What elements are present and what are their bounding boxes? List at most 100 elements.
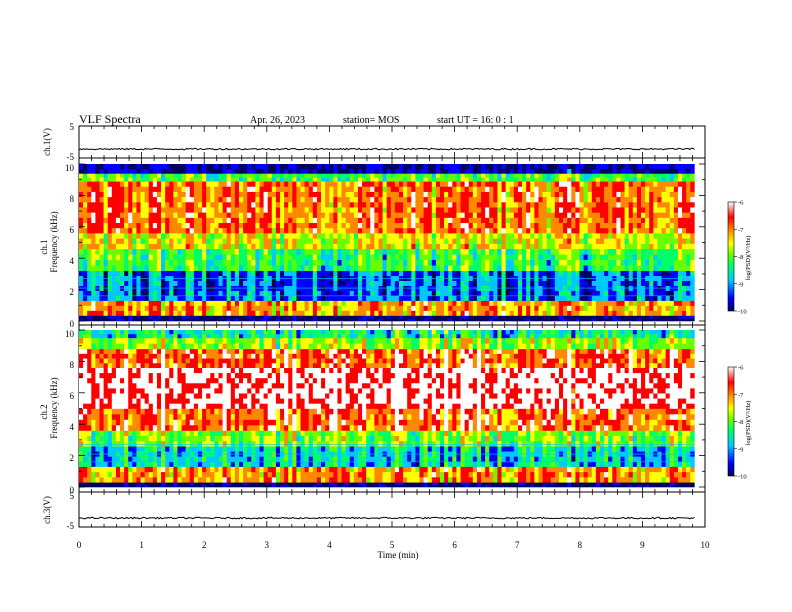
ch1-spectrogram-cell: [193, 290, 199, 296]
ch1-spectrogram-cell: [193, 310, 199, 316]
ch1-spectrogram-cell: [509, 168, 515, 174]
ch1-spectrogram-cell: [156, 300, 162, 306]
ch1-spectrogram-cell: [206, 305, 211, 311]
ch2-spectrogram-cell: [91, 337, 96, 344]
ch1-spectrogram-cell: [226, 238, 232, 244]
ch1-spectrogram-cell: [173, 181, 178, 187]
ch1-spectrogram-cell: [128, 315, 133, 319]
ch1-spectrogram-cell: [374, 254, 379, 261]
ch1-spectrogram-cell: [218, 196, 223, 203]
ch1-spectrogram-cell: [115, 295, 121, 301]
ch1-spectrogram-cell: [444, 227, 449, 234]
ch1-spectrogram-cell: [661, 265, 666, 272]
ch1-spectrogram-cell: [185, 238, 191, 244]
ch1-spectrogram-cell: [489, 181, 494, 187]
ch1-spectrogram-cell: [128, 191, 133, 198]
ch1-spectrogram-cell: [403, 181, 408, 187]
ch1-spectrogram-cell: [636, 290, 642, 296]
ch1-spectrogram-cell: [341, 305, 346, 311]
ch1-spectrogram-cell: [394, 168, 400, 174]
ch1-spectrogram-cell: [140, 270, 145, 277]
ch1-spectrogram-cell: [497, 233, 502, 239]
ch1-spectrogram-cell: [197, 177, 203, 182]
ch1-spectrogram-cell: [435, 295, 441, 301]
ch1-spectrogram-cell: [567, 164, 572, 170]
ch1-spectrogram-cell: [165, 222, 170, 229]
ch1-spectrogram-cell: [481, 300, 486, 306]
ch1-spectrogram-cell: [673, 217, 679, 224]
ch1-spectrogram-cell: [156, 186, 162, 192]
ch1-spectrogram-cell: [624, 300, 630, 306]
ch1-spectrogram-cell: [448, 259, 453, 266]
ch1-spectrogram-cell: [173, 290, 178, 296]
ch1-spectrogram-cell: [645, 243, 650, 250]
ch1-spectrogram-cell: [435, 233, 441, 239]
ch2-spectrogram-cell: [91, 424, 96, 431]
ch1-spectrogram-cell: [161, 196, 166, 203]
ch1-spectrogram-cell: [115, 222, 121, 229]
ch1-spectrogram-cell: [501, 186, 506, 192]
ch1-spectrogram-cell: [583, 254, 588, 261]
ch1-spectrogram-cell: [341, 212, 346, 218]
ch1-spectrogram-cell: [185, 310, 191, 316]
ch1-spectrogram-cell: [641, 315, 646, 319]
ch1-spectrogram-cell: [296, 315, 301, 319]
ch1-spectrogram-cell: [653, 181, 658, 187]
ch1-spectrogram-cell: [517, 217, 523, 224]
ch2-spectrogram-cell: [95, 362, 100, 368]
ch1-spectrogram-cell: [181, 233, 186, 239]
ch1-spectrogram-cell: [682, 177, 687, 182]
ch1-spectrogram-cell: [427, 217, 433, 224]
ch1-spectrogram-cell: [349, 290, 355, 296]
ch1-spectrogram-cell: [189, 207, 195, 213]
ch1-spectrogram-cell: [128, 300, 133, 306]
ch1-spectrogram-cell: [333, 270, 338, 277]
ch1-spectrogram-cell: [497, 173, 502, 178]
ch1-spectrogram-cell: [398, 243, 404, 250]
ch1-spectrogram-cell: [148, 196, 154, 203]
ch1-channel-label: ch.1: [39, 239, 49, 254]
ch1-spectrogram-cell: [554, 318, 560, 322]
ch1-spectrogram-cell: [583, 217, 588, 224]
ch1-spectrogram-cell: [181, 212, 186, 218]
ch1-spectrogram-cell: [222, 310, 227, 316]
ch1-spectrogram-cell: [251, 164, 256, 170]
ch1-spectrogram-cell: [575, 173, 580, 178]
ch1-spectrogram-cell: [312, 222, 318, 229]
ch1-spectrogram-cell: [243, 310, 248, 316]
ch1-spectrogram-cell: [444, 164, 449, 170]
ch1-spectrogram-cell: [464, 248, 470, 255]
ch1-spectrogram-cell: [464, 295, 470, 301]
ch2-spectrogram-cell: [83, 353, 88, 359]
ch1-spectrogram-cell: [312, 238, 318, 244]
ch1-spectrogram-cell: [259, 181, 264, 187]
ch1-spectrogram-cell: [210, 243, 215, 250]
ch1-spectrogram-cell: [616, 290, 621, 296]
ch1-spectrogram-cell: [316, 168, 322, 174]
ch1-spectrogram-cell: [501, 212, 506, 218]
ch1-spectrogram-cell: [673, 318, 679, 322]
ch1-spectrogram-cell: [554, 212, 560, 218]
ch1-spectrogram-cell: [595, 212, 601, 218]
ch1-spectrogram-cell: [435, 290, 441, 296]
ch2-spectrogram-cell: [91, 461, 96, 467]
ch1-spectrogram-cell: [382, 315, 387, 319]
ch1-spectrogram-cell: [468, 318, 474, 322]
ch1-spectrogram-cell: [415, 270, 420, 277]
ch1-spectrogram-cell: [534, 173, 539, 178]
ch1-spectrogram-cell: [87, 227, 92, 234]
ch1-spectrogram-cell: [546, 173, 552, 178]
ch1-spectrogram-cell: [189, 254, 195, 261]
ch1-spectrogram-cell: [226, 181, 232, 187]
ch1-spectrogram-cell: [271, 196, 277, 203]
ch1-spectrogram-cell: [124, 238, 129, 244]
ch1-spectrogram-cell: [124, 290, 129, 296]
ch1-spectrogram-cell: [329, 270, 334, 277]
ch1-spectrogram-cell: [124, 280, 129, 286]
ch1-spectrogram-cell: [686, 310, 691, 316]
ch1-spectrogram-cell: [357, 270, 363, 277]
ch1-spectrogram-cell: [378, 181, 383, 187]
ch1-spectrogram-cell: [173, 238, 178, 244]
ch1-spectrogram-cell: [185, 280, 191, 286]
ch1-spectrogram-cell: [222, 265, 227, 272]
